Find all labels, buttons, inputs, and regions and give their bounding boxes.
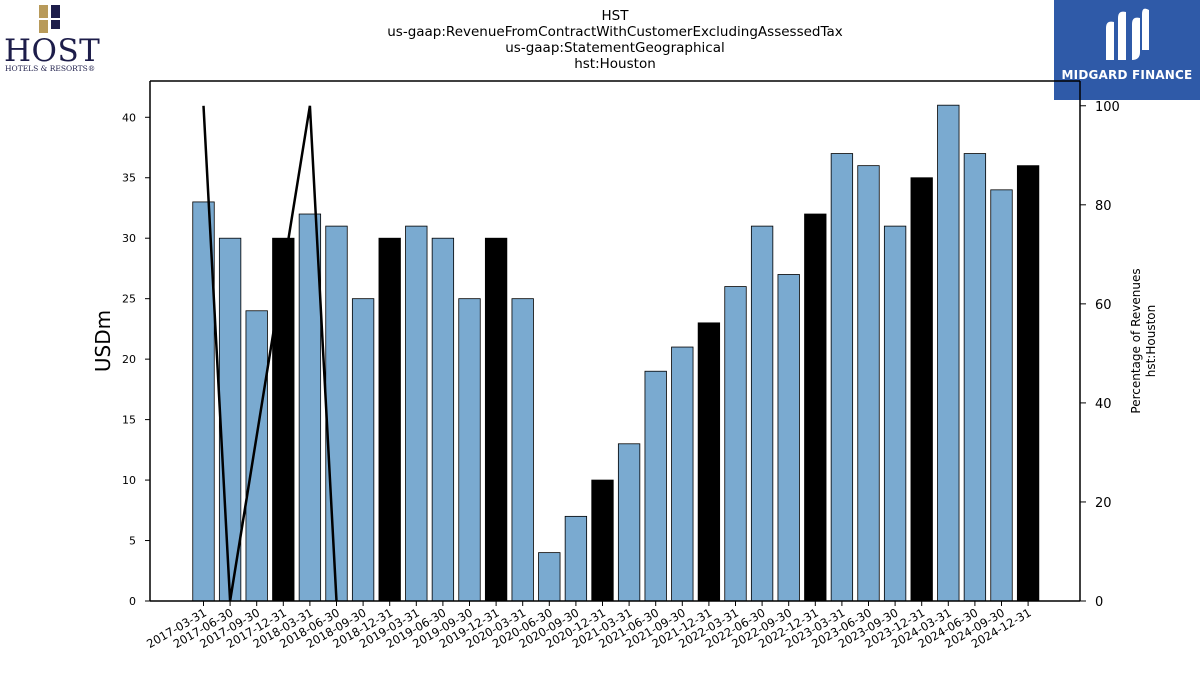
bar bbox=[724, 286, 747, 602]
secondary-y-tick-label: 40 bbox=[1095, 397, 1112, 412]
chart-title-line: us-gaap:RevenueFromContractWithCustomerE… bbox=[387, 24, 843, 40]
y-tick-label: 40 bbox=[122, 111, 136, 124]
secondary-y-tick-label: 80 bbox=[1095, 199, 1112, 214]
bar bbox=[325, 225, 348, 602]
secondary-y-tick-label: 0 bbox=[1095, 595, 1103, 610]
bar-series bbox=[192, 104, 1040, 602]
y-tick-label: 10 bbox=[122, 474, 136, 487]
bar bbox=[617, 443, 641, 602]
bar bbox=[511, 298, 534, 602]
secondary-y-tick-label: 60 bbox=[1095, 298, 1112, 313]
chart-title-line: hst:Houston bbox=[574, 56, 656, 72]
percentage-line bbox=[202, 105, 338, 602]
bar bbox=[484, 237, 508, 602]
y-tick-label: 25 bbox=[122, 293, 136, 306]
host-logo-word: HOST bbox=[4, 33, 101, 69]
bar bbox=[245, 310, 268, 602]
y-tick-label: 0 bbox=[129, 595, 136, 608]
chart-title-line: HST bbox=[602, 8, 630, 24]
bar bbox=[910, 177, 933, 602]
bar bbox=[378, 237, 401, 602]
secondary-y-axis-label: hst:Houston bbox=[1144, 305, 1158, 377]
bar bbox=[538, 552, 561, 602]
percentage-line-series bbox=[202, 105, 338, 602]
bar bbox=[830, 153, 854, 602]
bar bbox=[644, 370, 667, 602]
bar bbox=[671, 346, 694, 602]
y-axis-label: USDm bbox=[91, 310, 115, 372]
bar bbox=[405, 225, 428, 602]
bar bbox=[697, 322, 721, 602]
bar bbox=[990, 189, 1013, 602]
y-tick-label: 20 bbox=[122, 353, 136, 366]
midgard-emblem-icon bbox=[1106, 8, 1149, 61]
bar bbox=[431, 237, 455, 602]
bar bbox=[777, 274, 800, 602]
host-emblem-icon bbox=[39, 5, 60, 33]
bar bbox=[857, 165, 880, 602]
y-tick-label: 35 bbox=[122, 172, 136, 185]
secondary-y-tick-label: 100 bbox=[1095, 100, 1120, 115]
bar bbox=[750, 225, 774, 602]
bar bbox=[1016, 165, 1040, 602]
bar bbox=[272, 237, 295, 602]
y-tick-label: 5 bbox=[129, 535, 136, 548]
host-hotels-logo: HOST HOTELS & RESORTS® bbox=[0, 0, 110, 80]
bar bbox=[963, 153, 987, 602]
chart-title-block: HSTus-gaap:RevenueFromContractWithCustom… bbox=[387, 8, 843, 72]
midgard-logo-word: MIDGARD FINANCE bbox=[1061, 68, 1193, 82]
bar bbox=[937, 104, 960, 602]
bar bbox=[351, 298, 375, 602]
bar bbox=[804, 213, 827, 602]
y-tick-label: 15 bbox=[122, 414, 136, 427]
bar bbox=[883, 225, 907, 602]
secondary-y-tick-label: 20 bbox=[1095, 496, 1112, 511]
secondary-y-axis-label: Percentage of Revenues bbox=[1129, 268, 1143, 413]
bar bbox=[564, 515, 588, 602]
host-logo-subtitle: HOTELS & RESORTS® bbox=[5, 64, 96, 73]
bar bbox=[458, 298, 481, 602]
chart-title-line: us-gaap:StatementGeographical bbox=[505, 40, 724, 56]
y-tick-label: 30 bbox=[122, 232, 136, 245]
bar bbox=[591, 479, 614, 602]
midgard-finance-logo: MIDGARD FINANCE bbox=[1054, 0, 1200, 100]
bar bbox=[298, 213, 322, 602]
